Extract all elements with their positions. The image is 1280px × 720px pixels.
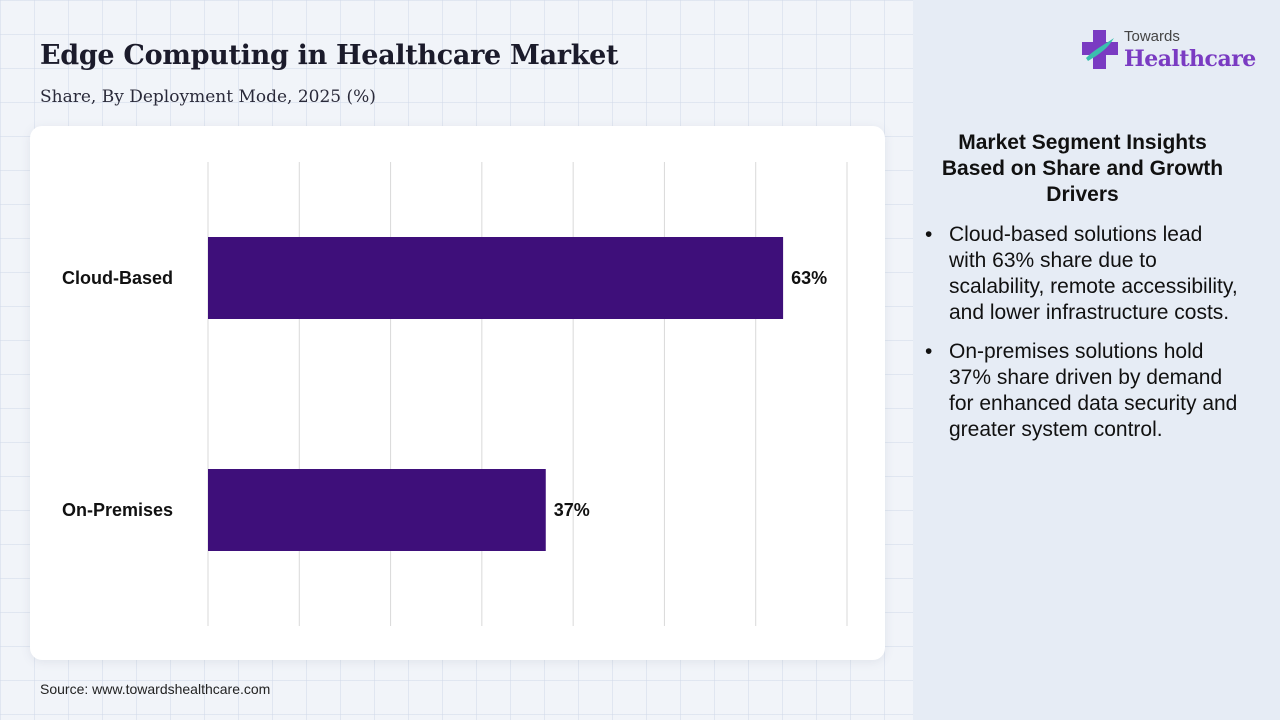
- source-note: Source: www.towardshealthcare.com: [40, 681, 271, 697]
- logo-text-healthcare: Healthcare: [1124, 46, 1256, 72]
- category-label: On-Premises: [62, 500, 173, 520]
- insight-text: On-premises solutions hold 37% share dri…: [949, 340, 1238, 441]
- insights-list: • Cloud-based solutions lead with 63% sh…: [925, 222, 1243, 456]
- insights-panel: [913, 0, 1280, 720]
- towards-healthcare-logo: Towards Healthcare: [1080, 26, 1260, 78]
- insights-title: Market Segment Insights Based on Share a…: [941, 131, 1224, 206]
- insight-item: • Cloud-based solutions lead with 63% sh…: [925, 222, 1243, 326]
- chart-card: Cloud-Based 63% On-Premises 37%: [30, 126, 885, 660]
- bullet-icon: •: [925, 223, 933, 246]
- logo-text-towards: Towards: [1124, 28, 1180, 45]
- data-label: 37%: [554, 500, 590, 520]
- insight-item: • On-premises solutions hold 37% share d…: [925, 339, 1243, 443]
- bullet-icon: •: [925, 340, 933, 363]
- insight-text: Cloud-based solutions lead with 63% shar…: [949, 223, 1238, 324]
- bar-chart: Cloud-Based 63% On-Premises 37%: [62, 162, 848, 626]
- data-label: 63%: [791, 268, 827, 288]
- category-label: Cloud-Based: [62, 268, 173, 288]
- medical-cross-icon: [1082, 30, 1118, 69]
- chart-subtitle: Share, By Deployment Mode, 2025 (%): [40, 87, 376, 107]
- chart-title: Edge Computing in Healthcare Market: [40, 40, 619, 71]
- bar-cloud-based: [208, 237, 784, 319]
- bar-on-premises: [208, 469, 546, 551]
